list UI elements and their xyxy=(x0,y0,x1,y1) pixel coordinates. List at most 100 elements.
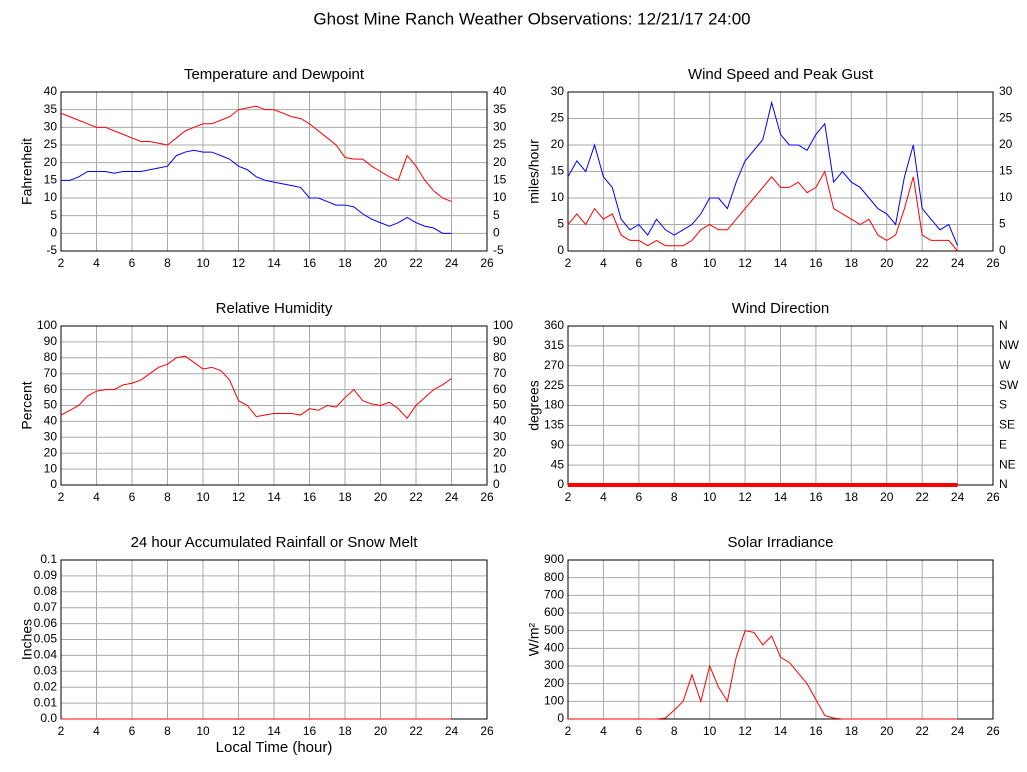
y-tick-label: 0 xyxy=(557,477,564,491)
x-tick-label: 18 xyxy=(338,256,352,270)
y-right-tick-label: 0 xyxy=(999,243,1006,257)
x-tick-label: 6 xyxy=(635,724,642,738)
x-tick-label: 16 xyxy=(303,256,317,270)
x-tick-label: 24 xyxy=(445,724,459,738)
y-right-tick-label: 0 xyxy=(493,477,500,491)
x-tick-label: 20 xyxy=(374,724,388,738)
y-right-tick-label: 50 xyxy=(493,398,507,412)
y2-tick-label: E xyxy=(999,437,1007,451)
y-tick-label: 40 xyxy=(44,84,58,98)
y-right-tick-label: 100 xyxy=(493,318,513,332)
y2-tick-label: N xyxy=(999,477,1008,491)
x-tick-label: 26 xyxy=(480,490,494,504)
x-tick-label: 2 xyxy=(565,724,572,738)
y-tick-label: 40 xyxy=(44,414,58,428)
x-tick-label: 6 xyxy=(129,724,136,738)
x-tick-label: 24 xyxy=(951,256,965,270)
x-tick-label: 10 xyxy=(196,490,210,504)
x-tick-label: 8 xyxy=(164,256,171,270)
y-tick-label: 10 xyxy=(44,461,58,475)
y-tick-label: 300 xyxy=(544,658,564,672)
y-right-tick-label: 80 xyxy=(493,350,507,364)
plot-frame xyxy=(60,91,488,252)
y-tick-label: 600 xyxy=(544,605,564,619)
y2-tick-label: NW xyxy=(999,338,1020,352)
x-tick-label: 10 xyxy=(196,256,210,270)
y-tick-label: 5 xyxy=(50,208,57,222)
y-tick-label: 10 xyxy=(44,190,58,204)
x-tick-label: 8 xyxy=(671,256,678,270)
y-axis-label: Fahrenheit xyxy=(19,138,35,205)
y2-tick-label: SE xyxy=(999,418,1015,432)
x-tick-label: 12 xyxy=(232,724,246,738)
x-tick-label: 20 xyxy=(374,490,388,504)
y-tick-label: 0.0 xyxy=(40,711,57,725)
x-tick-label: 14 xyxy=(774,256,788,270)
x-tick-label: 4 xyxy=(93,724,100,738)
x-tick-label: 24 xyxy=(951,724,965,738)
x-tick-label: 14 xyxy=(774,724,788,738)
y-tick-label: 25 xyxy=(44,137,58,151)
x-tick-label: 4 xyxy=(600,490,607,504)
y-tick-label: 0.07 xyxy=(34,600,58,614)
x-tick-label: 6 xyxy=(129,490,136,504)
data-line xyxy=(60,105,452,202)
x-tick-label: 4 xyxy=(600,256,607,270)
x-tick-label: 22 xyxy=(409,724,423,738)
y-right-tick-label: 10 xyxy=(493,461,507,475)
y-right-tick-label: -5 xyxy=(493,243,504,257)
x-tick-label: 6 xyxy=(635,490,642,504)
y-tick-label: 5 xyxy=(557,217,564,231)
x-tick-label: 20 xyxy=(880,256,894,270)
y-tick-label: 0.08 xyxy=(34,584,58,598)
x-tick-label: 12 xyxy=(738,724,752,738)
y-right-tick-label: 20 xyxy=(493,155,507,169)
y-tick-label: 270 xyxy=(544,358,564,372)
x-tick-label: 20 xyxy=(374,256,388,270)
x-tick-label: 2 xyxy=(58,490,65,504)
y-axis-label: Inches xyxy=(19,619,35,660)
y-tick-label: 700 xyxy=(544,588,564,602)
x-tick-label: 12 xyxy=(738,490,752,504)
figure-title: Ghost Mine Ranch Weather Observations: 1… xyxy=(313,9,750,28)
y-tick-label: 0 xyxy=(557,711,564,725)
y-right-tick-label: 90 xyxy=(493,334,507,348)
y-tick-label: 20 xyxy=(551,137,565,151)
y2-tick-label: S xyxy=(999,398,1007,412)
x-axis-label: Local Time (hour) xyxy=(216,739,333,756)
x-tick-label: 10 xyxy=(703,256,717,270)
y-tick-label: 80 xyxy=(44,350,58,364)
plot-frame xyxy=(567,559,994,720)
x-tick-label: 14 xyxy=(267,256,281,270)
x-tick-label: 2 xyxy=(565,490,572,504)
x-tick-label: 18 xyxy=(845,724,859,738)
y-tick-label: 800 xyxy=(544,570,564,584)
x-tick-label: 16 xyxy=(809,490,823,504)
x-tick-label: 6 xyxy=(635,256,642,270)
y-right-tick-label: 40 xyxy=(493,84,507,98)
y-right-tick-label: 10 xyxy=(999,190,1013,204)
x-tick-label: 12 xyxy=(232,256,246,270)
y-tick-label: 50 xyxy=(44,398,58,412)
data-line xyxy=(61,149,452,234)
y-axis-label: W/m² xyxy=(526,622,542,656)
x-tick-label: 24 xyxy=(445,256,459,270)
data-line xyxy=(567,170,958,252)
y-tick-label: 60 xyxy=(44,382,58,396)
x-tick-label: 4 xyxy=(93,256,100,270)
x-tick-label: 24 xyxy=(445,490,459,504)
x-tick-label: 18 xyxy=(338,490,352,504)
x-tick-label: 4 xyxy=(93,490,100,504)
y-tick-label: 180 xyxy=(544,398,564,412)
y-tick-label: 100 xyxy=(37,318,57,332)
x-tick-label: 20 xyxy=(880,724,894,738)
y-tick-label: 0.09 xyxy=(34,568,58,582)
y-tick-label: 0 xyxy=(50,477,57,491)
x-tick-label: 10 xyxy=(703,724,717,738)
x-tick-label: 14 xyxy=(267,490,281,504)
x-tick-label: 16 xyxy=(303,724,317,738)
y-right-tick-label: 60 xyxy=(493,382,507,396)
x-tick-label: 18 xyxy=(845,490,859,504)
x-tick-label: 12 xyxy=(232,490,246,504)
x-tick-label: 16 xyxy=(809,256,823,270)
